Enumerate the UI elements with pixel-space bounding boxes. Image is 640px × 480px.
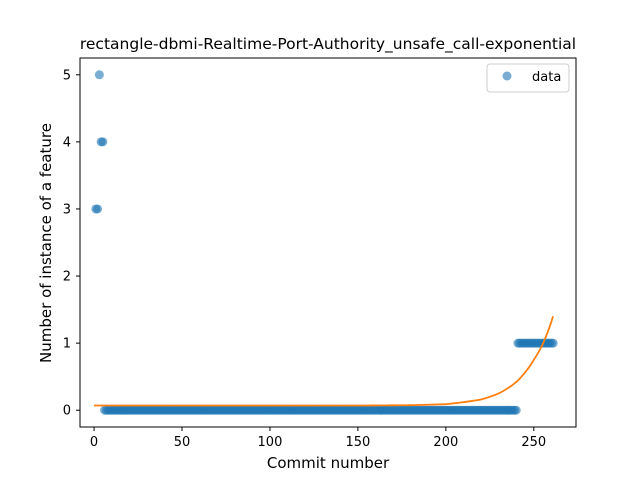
scatter-series [91, 70, 558, 415]
x-tick-label: 50 [174, 435, 191, 450]
x-tick-label: 200 [433, 435, 458, 450]
data-point [98, 137, 108, 147]
data-point [511, 405, 521, 415]
legend: data [486, 63, 570, 93]
legend-marker [502, 71, 512, 81]
data-point [93, 204, 103, 214]
y-axis-label: Number of instance of a feature [37, 123, 55, 363]
y-tick-label: 4 [63, 135, 71, 150]
y-tick-label: 2 [63, 270, 71, 285]
chart-title: rectangle-dbmi-Realtime-Port-Authority_u… [80, 35, 576, 54]
fit-series [94, 316, 554, 407]
y-tick-label: 0 [63, 404, 71, 419]
fit-line [94, 316, 554, 407]
y-tick-label: 3 [63, 202, 71, 217]
legend-box [486, 63, 570, 93]
x-tick-label: 0 [90, 435, 98, 450]
x-tick-label: 100 [258, 435, 283, 450]
x-axis: 0 50 100 150 200 250 [90, 427, 546, 450]
data-point [548, 338, 558, 348]
plot-frame [79, 57, 577, 428]
y-axis: 0 1 2 3 4 5 [63, 68, 80, 419]
x-axis-label: Commit number [267, 454, 390, 472]
legend-label: data [532, 70, 561, 85]
x-tick-label: 150 [345, 435, 370, 450]
data-point [94, 70, 104, 80]
x-tick-label: 250 [521, 435, 546, 450]
y-tick-label: 1 [63, 337, 71, 352]
y-tick-label: 5 [63, 68, 71, 83]
